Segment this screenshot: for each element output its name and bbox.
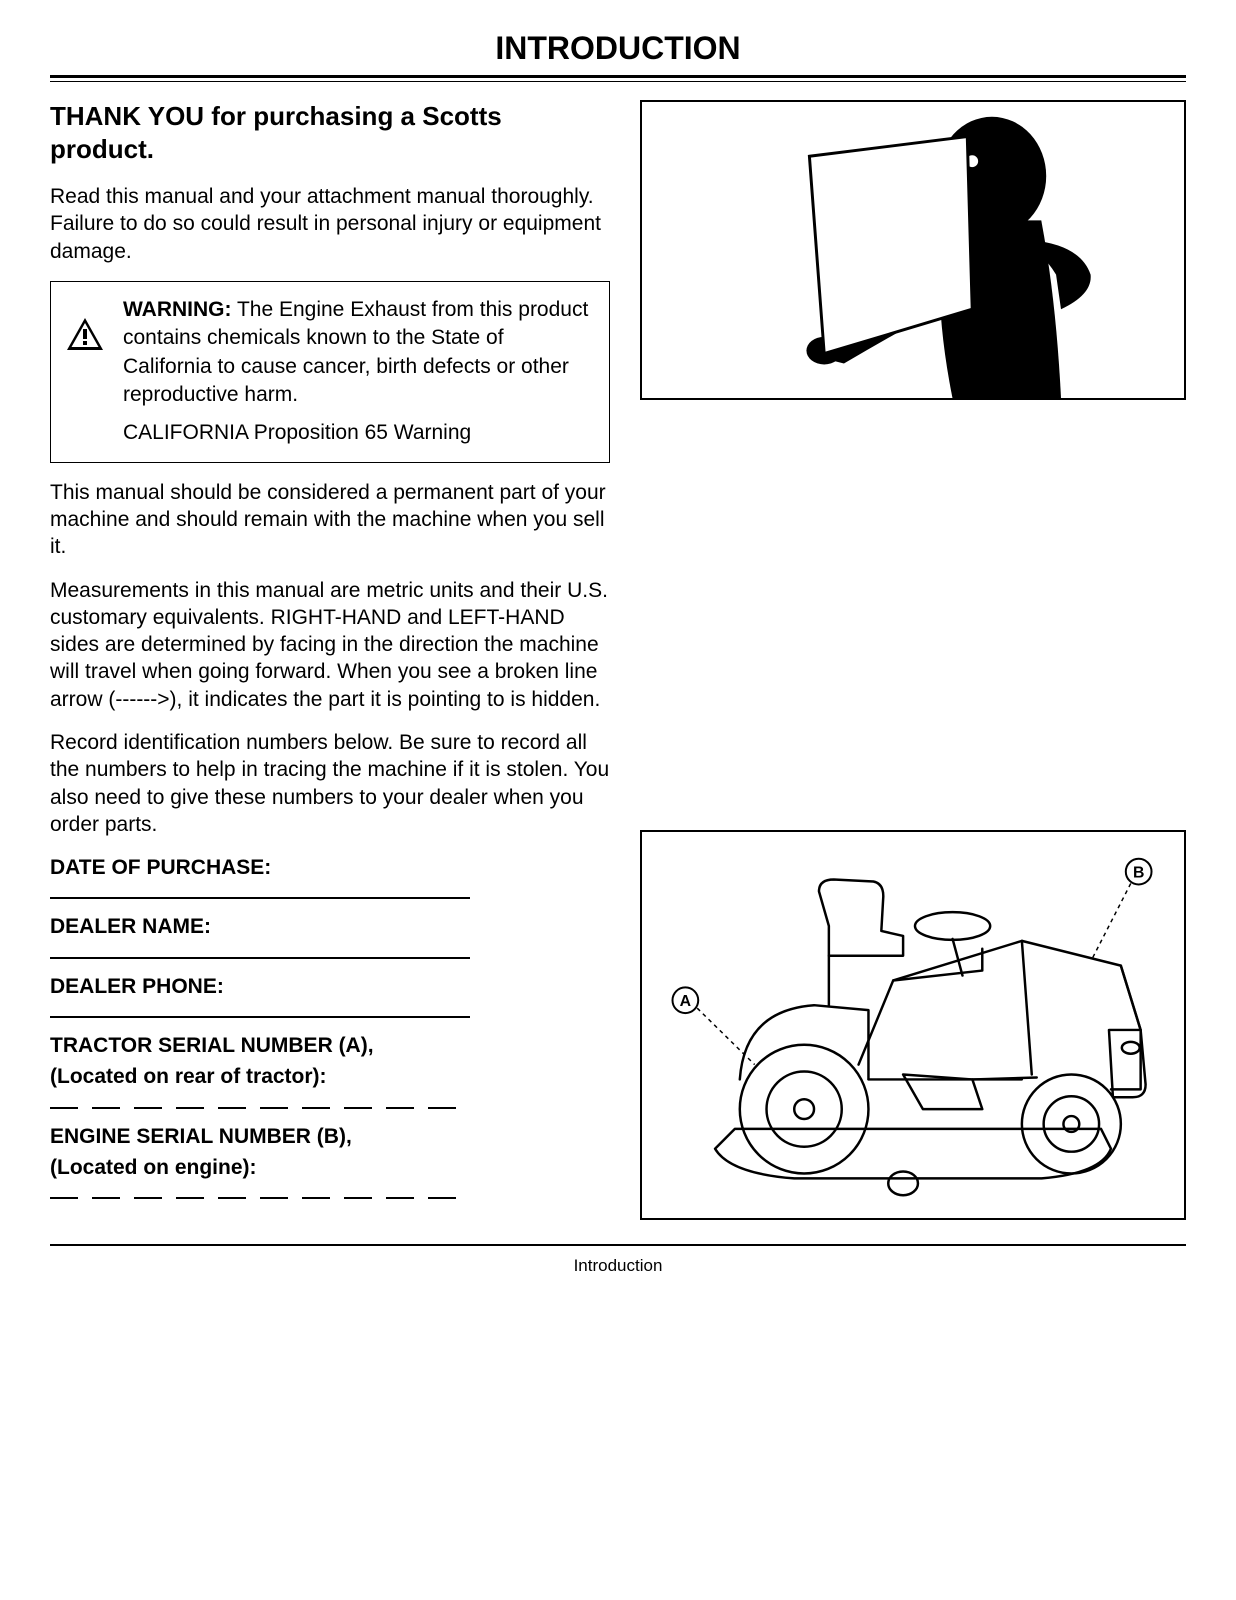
warning-label: WARNING: [123, 298, 232, 321]
warning-text: WARNING: The Engine Exhaust from this pr… [123, 296, 595, 448]
field-dealer-phone: DEALER PHONE: [50, 973, 610, 1018]
field-dealer-name: DEALER NAME: [50, 913, 610, 958]
figure-reading-manual [640, 100, 1186, 400]
label-tractor-serial-2: (Located on rear of tractor): [50, 1063, 610, 1090]
paragraph-record: Record identification numbers below. Be … [50, 729, 610, 838]
label-engine-serial-1: ENGINE SERIAL NUMBER (B), [50, 1123, 610, 1150]
content-columns: THANK YOU for purchasing a Scotts produc… [50, 100, 1186, 1220]
right-column: B A [640, 100, 1186, 1220]
paragraph-measurements: Measurements in this manual are metric u… [50, 577, 610, 713]
figure-tractor: B A [640, 830, 1186, 1220]
line-date [50, 885, 470, 899]
label-date: DATE OF PURCHASE: [50, 854, 610, 881]
label-dealer-name: DEALER NAME: [50, 913, 610, 940]
line-dealer-phone [50, 1004, 470, 1018]
field-tractor-serial: TRACTOR SERIAL NUMBER (A), (Located on r… [50, 1032, 610, 1109]
thank-you-heading: THANK YOU for purchasing a Scotts produc… [50, 100, 610, 165]
page-title: INTRODUCTION [50, 30, 1186, 67]
line-dealer-name [50, 945, 470, 959]
label-dealer-phone: DEALER PHONE: [50, 973, 610, 1000]
field-date: DATE OF PURCHASE: [50, 854, 610, 899]
warning-box: WARNING: The Engine Exhaust from this pr… [50, 281, 610, 463]
left-column: THANK YOU for purchasing a Scotts produc… [50, 100, 610, 1220]
label-tractor-serial-1: TRACTOR SERIAL NUMBER (A), [50, 1032, 610, 1059]
footer-text: Introduction [574, 1256, 663, 1275]
callout-b: B [1133, 865, 1144, 882]
line-engine-serial [50, 1185, 470, 1199]
warning-icon [65, 316, 105, 352]
footer: Introduction [50, 1244, 1186, 1276]
line-tractor-serial [50, 1095, 470, 1109]
intro-paragraph: Read this manual and your attachment man… [50, 183, 610, 265]
title-rule [50, 75, 1186, 82]
field-engine-serial: ENGINE SERIAL NUMBER (B), (Located on en… [50, 1123, 610, 1200]
paragraph-permanent: This manual should be considered a perma… [50, 479, 610, 561]
prop65-line: CALIFORNIA Proposition 65 Warning [123, 419, 595, 447]
label-engine-serial-2: (Located on engine): [50, 1154, 610, 1181]
callout-a: A [680, 993, 692, 1010]
